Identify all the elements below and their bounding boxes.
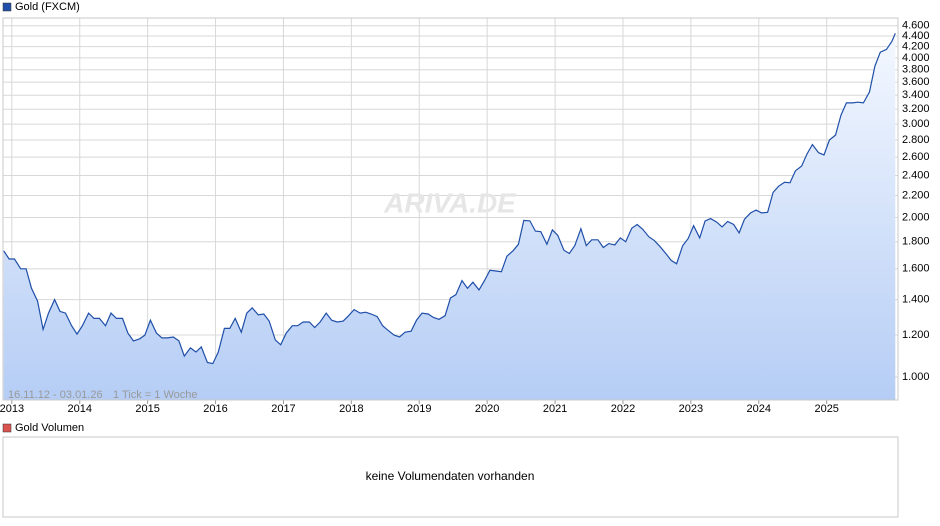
- y-tick-label: 2.200: [902, 189, 930, 201]
- x-tick-label: 2018: [339, 403, 363, 415]
- legend-label: Gold (FXCM): [15, 1, 80, 13]
- y-tick-label: 3.800: [902, 64, 930, 76]
- x-tick-label: 2023: [679, 403, 703, 415]
- y-tick-label: 2.400: [902, 169, 930, 181]
- x-tick-label: 2025: [814, 403, 838, 415]
- y-tick-label: 4.200: [902, 41, 930, 53]
- volume-legend-label: Gold Volumen: [15, 422, 84, 434]
- x-tick-label: 2013: [0, 403, 24, 415]
- y-tick-label: 1.000: [902, 371, 930, 383]
- watermark: ARIVA.DE: [383, 187, 517, 218]
- x-tick-label: 2021: [543, 403, 567, 415]
- tick-annotation: 1 Tick = 1 Woche: [113, 389, 197, 401]
- y-tick-label: 4.600: [902, 20, 930, 32]
- volume-frame: [2, 436, 899, 518]
- y-tick-label: 2.000: [902, 211, 930, 223]
- x-tick-label: 2015: [135, 403, 159, 415]
- x-tick-label: 2016: [203, 403, 227, 415]
- y-tick-label: 1.800: [902, 236, 930, 248]
- y-tick-label: 3.400: [902, 89, 930, 101]
- price-line: [3, 33, 896, 365]
- volume-message: keine Volumendaten vorhanden: [366, 469, 535, 483]
- y-tick-label: 2.600: [902, 151, 930, 163]
- x-tick-label: 2019: [407, 403, 431, 415]
- marks: [3, 33, 896, 401]
- legend-swatch: [2, 2, 12, 12]
- plot-frame: [2, 17, 899, 401]
- y-tick-label: 1.400: [902, 293, 930, 305]
- range-annotation: 16.11.12 - 03.01.26: [8, 389, 103, 401]
- area: [3, 33, 896, 401]
- y-tick-label: 4.000: [902, 52, 930, 64]
- x-tick-label: 2020: [475, 403, 499, 415]
- y-tick-label: 1.200: [902, 329, 930, 341]
- x-tick-label: 2022: [611, 403, 635, 415]
- volume-legend-swatch: [2, 423, 12, 433]
- y-tick-label: 3.200: [902, 103, 930, 115]
- x-tick-label: 2017: [271, 403, 295, 415]
- y-tick-label: 3.000: [902, 118, 930, 130]
- x-tick-label: 2014: [67, 403, 91, 415]
- x-tick-label: 2024: [747, 403, 771, 415]
- y-tick-label: 3.600: [902, 76, 930, 88]
- y-tick-label: 4.400: [902, 30, 930, 42]
- y-tick-label: 1.600: [902, 263, 930, 275]
- y-tick-label: 2.800: [902, 134, 930, 146]
